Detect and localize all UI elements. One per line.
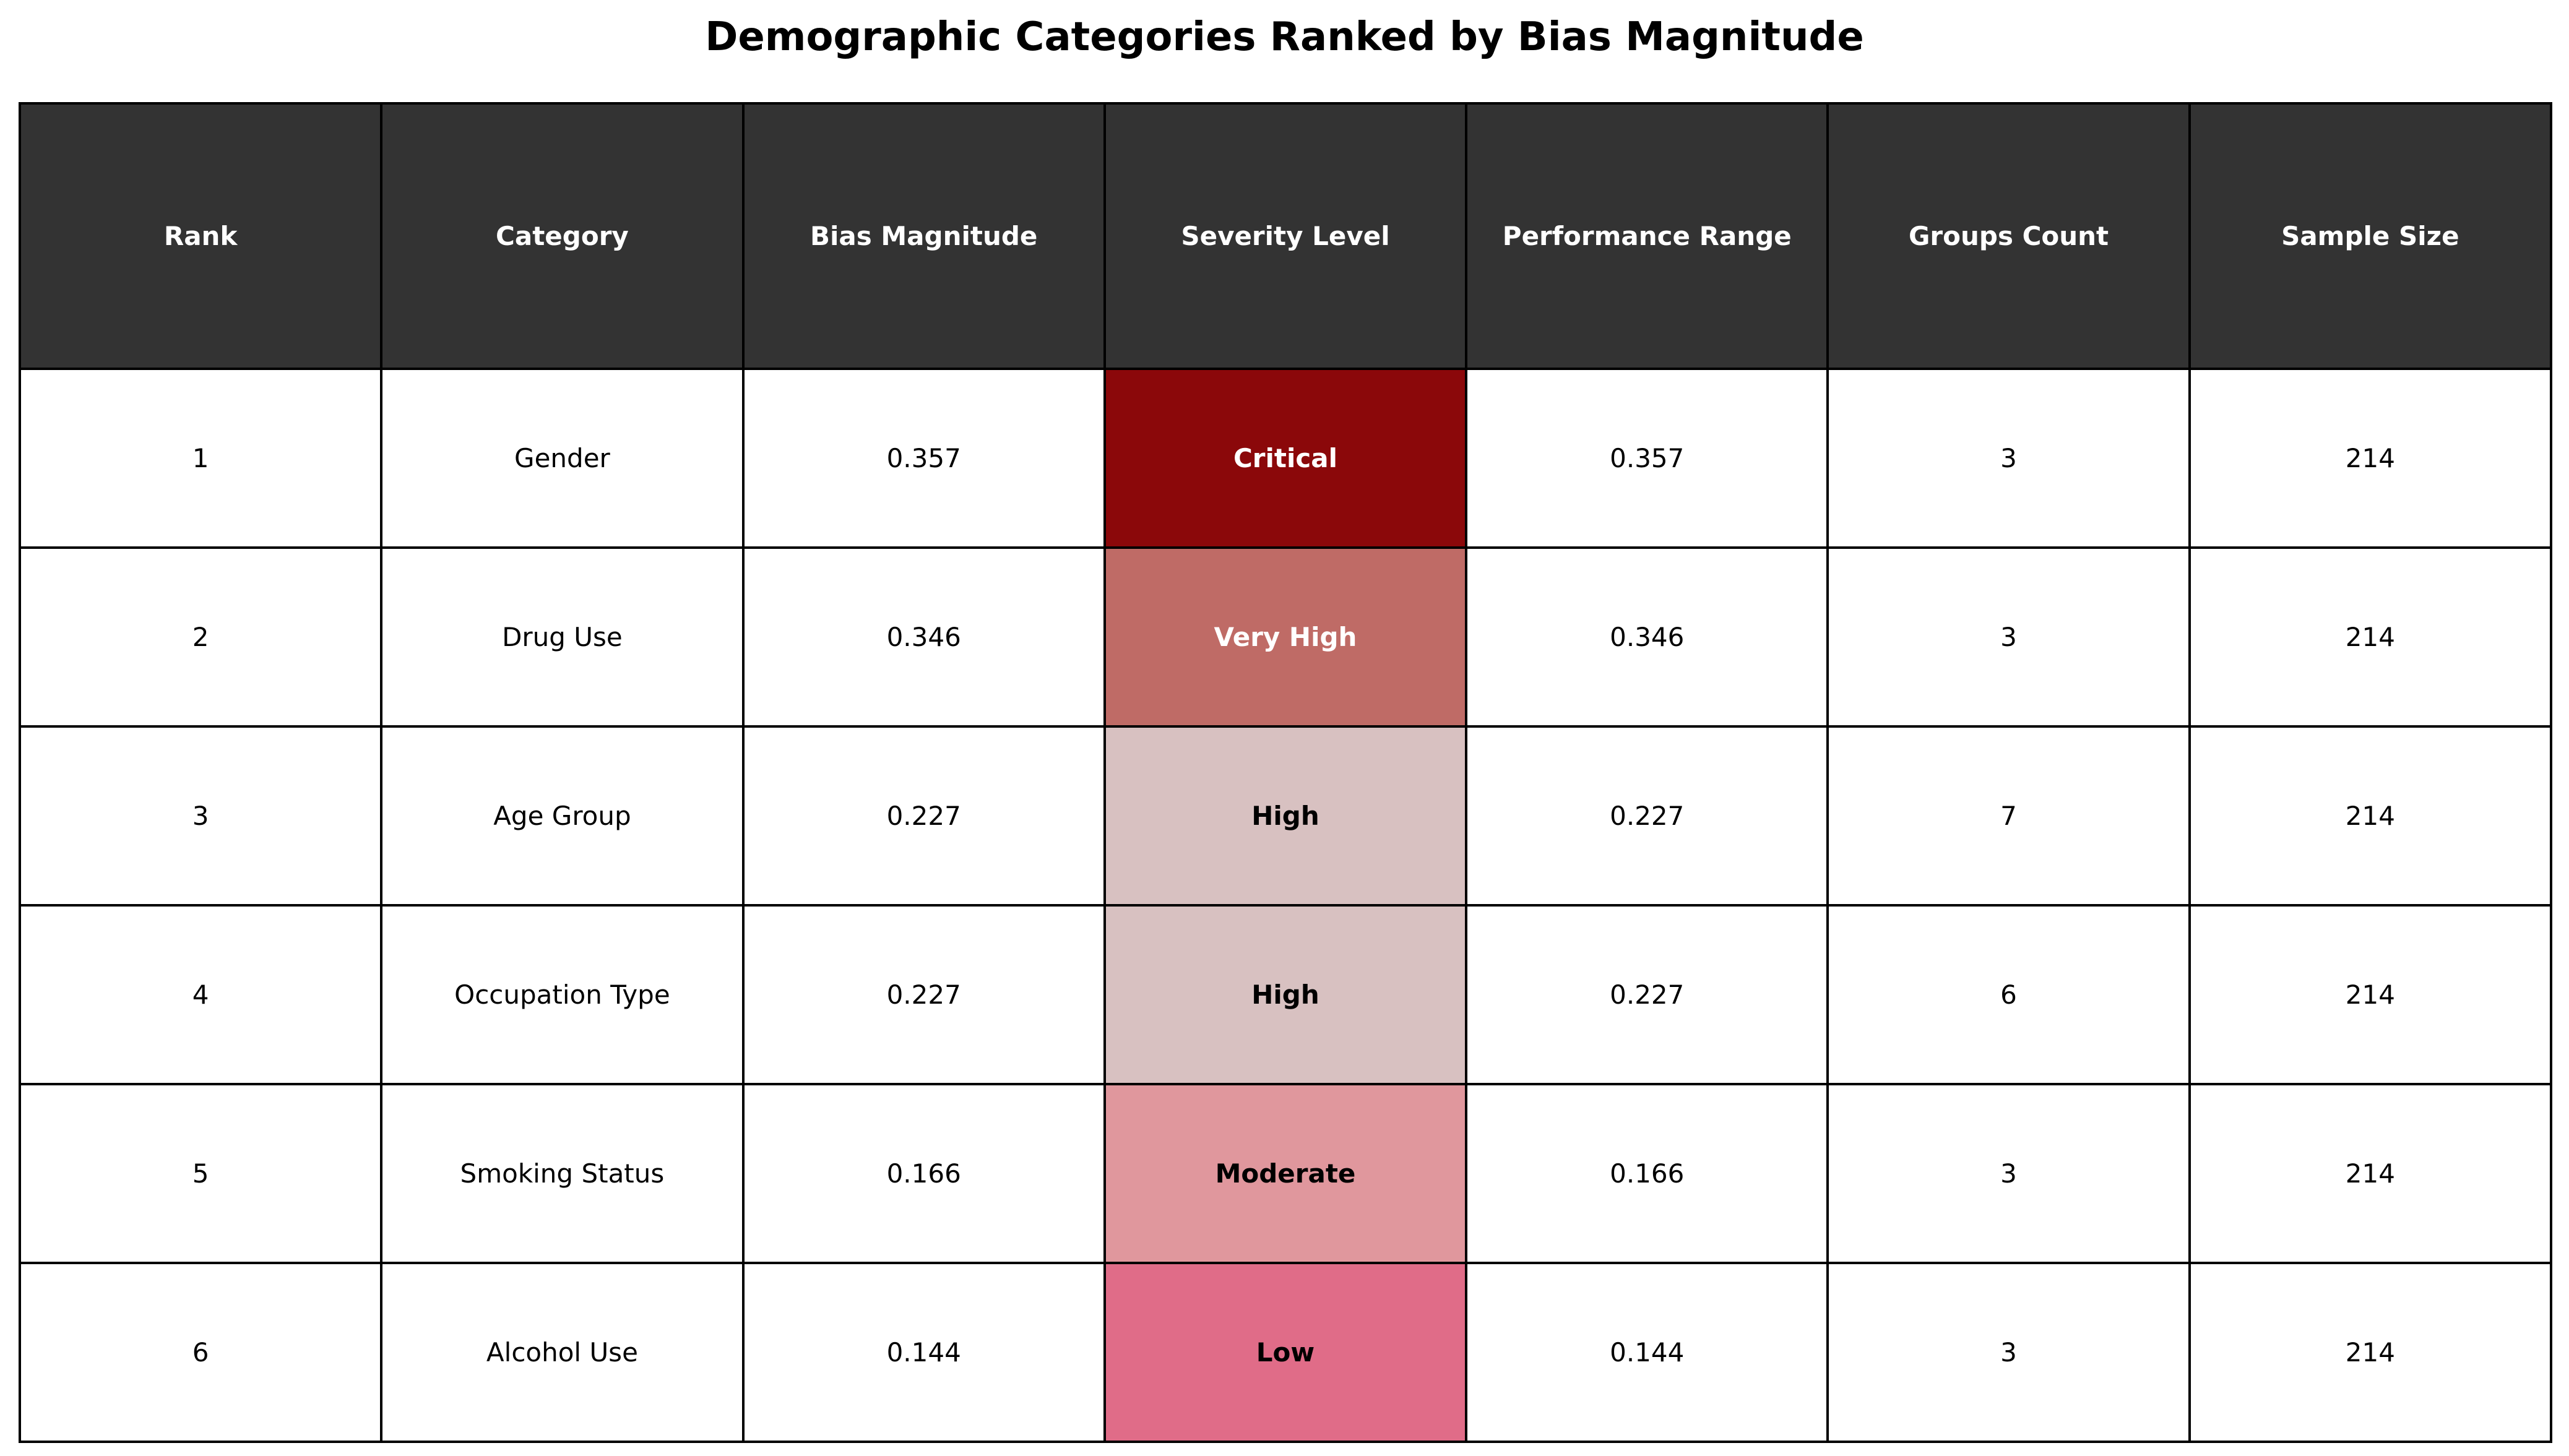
table-row: 5 Smoking Status 0.166 Moderate 0.166 3 … (18, 1083, 2553, 1264)
performance-range-cell: 0.346 (1465, 546, 1829, 728)
table-row: 6 Alcohol Use 0.144 Low 0.144 3 214 (18, 1262, 2553, 1443)
chart-title: Demographic Categories Ranked by Bias Ma… (705, 14, 1864, 60)
table-row: 1 Gender 0.357 Critical 0.357 3 214 (18, 368, 2553, 549)
table-row: 3 Age Group 0.227 High 0.227 7 214 (18, 725, 2553, 907)
sample-size-cell: 214 (2188, 546, 2553, 728)
severity-level-cell: High (1103, 725, 1468, 907)
performance-range-cell: 0.227 (1465, 904, 1829, 1085)
groups-count-cell: 3 (1826, 1083, 2191, 1264)
performance-range-cell: 0.144 (1465, 1262, 1829, 1443)
sample-size-cell: 214 (2188, 904, 2553, 1085)
category-cell: Smoking Status (380, 1083, 745, 1264)
groups-count-cell: 3 (1826, 1262, 2191, 1443)
rank-cell: 1 (18, 368, 383, 549)
category-cell: Gender (380, 368, 745, 549)
category-cell: Age Group (380, 725, 745, 907)
rank-cell: 4 (18, 904, 383, 1085)
severity-level-cell: Moderate (1103, 1083, 1468, 1264)
table-row: 4 Occupation Type 0.227 High 0.227 6 214 (18, 904, 2553, 1085)
table-header-row: Rank Category Bias Magnitude Severity Le… (18, 102, 2553, 370)
bias-magnitude-cell: 0.357 (741, 368, 1106, 549)
performance-range-cell: 0.227 (1465, 725, 1829, 907)
sample-size-cell: 214 (2188, 368, 2553, 549)
performance-range-cell: 0.166 (1465, 1083, 1829, 1264)
column-header-category: Category (380, 102, 745, 370)
column-header-bias-magnitude: Bias Magnitude (741, 102, 1106, 370)
groups-count-cell: 6 (1826, 904, 2191, 1085)
bias-magnitude-cell: 0.144 (741, 1262, 1106, 1443)
severity-level-cell: High (1103, 904, 1468, 1085)
table-body: 1 Gender 0.357 Critical 0.357 3 214 2 Dr… (18, 368, 2553, 1443)
table-row: 2 Drug Use 0.346 Very High 0.346 3 214 (18, 546, 2553, 728)
performance-range-cell: 0.357 (1465, 368, 1829, 549)
bias-magnitude-cell: 0.346 (741, 546, 1106, 728)
severity-level-cell: Very High (1103, 546, 1468, 728)
category-cell: Drug Use (380, 546, 745, 728)
rank-cell: 6 (18, 1262, 383, 1443)
sample-size-cell: 214 (2188, 725, 2553, 907)
groups-count-cell: 3 (1826, 368, 2191, 549)
column-header-rank: Rank (18, 102, 383, 370)
rank-cell: 2 (18, 546, 383, 728)
severity-level-cell: Critical (1103, 368, 1468, 549)
column-header-severity-level: Severity Level (1103, 102, 1468, 370)
severity-level-cell: Low (1103, 1262, 1468, 1443)
category-cell: Occupation Type (380, 904, 745, 1085)
rank-cell: 3 (18, 725, 383, 907)
sample-size-cell: 214 (2188, 1083, 2553, 1264)
groups-count-cell: 3 (1826, 546, 2191, 728)
column-header-groups-count: Groups Count (1826, 102, 2191, 370)
bias-magnitude-cell: 0.227 (741, 904, 1106, 1085)
rank-cell: 5 (18, 1083, 383, 1264)
sample-size-cell: 214 (2188, 1262, 2553, 1443)
category-cell: Alcohol Use (380, 1262, 745, 1443)
bias-magnitude-cell: 0.227 (741, 725, 1106, 907)
bias-magnitude-cell: 0.166 (741, 1083, 1106, 1264)
column-header-sample-size: Sample Size (2188, 102, 2553, 370)
column-header-performance-range: Performance Range (1465, 102, 1829, 370)
bias-ranking-table: Rank Category Bias Magnitude Severity Le… (18, 102, 2553, 1443)
groups-count-cell: 7 (1826, 725, 2191, 907)
